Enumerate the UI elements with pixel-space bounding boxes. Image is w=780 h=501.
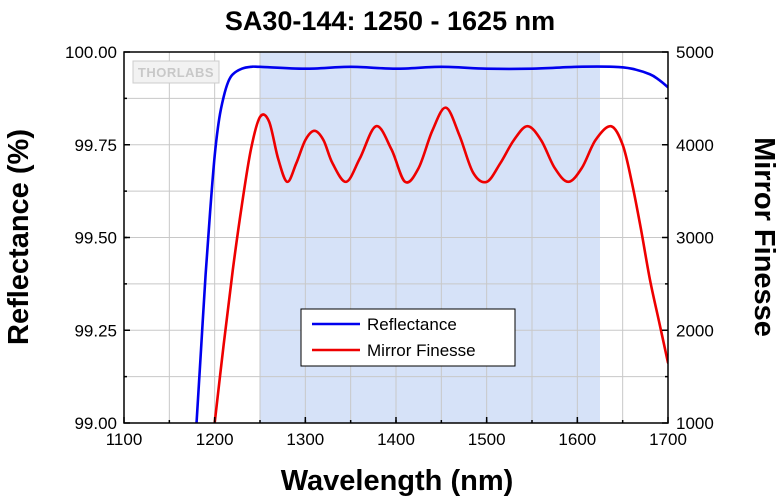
series-line-reflectance: [195, 65, 668, 423]
legend-box: [300, 308, 516, 367]
x-tick-label: 1300: [286, 430, 324, 449]
y-tick-label: 99.50: [74, 229, 117, 248]
y-tick-label: 100.00: [65, 43, 117, 62]
x-tick-label: 1700: [649, 430, 687, 449]
y2-tick-label: 1000: [676, 414, 714, 433]
x-tick-label: 1100: [106, 430, 143, 449]
y2-tick-label: 5000: [676, 43, 714, 62]
x-tick-label: 1600: [558, 430, 596, 449]
legend-label: Reflectance: [367, 315, 457, 334]
logo-text: THORLABS: [138, 65, 214, 80]
series-group: [195, 65, 668, 423]
logo-background: [132, 60, 220, 84]
x-tick-label: 1200: [196, 430, 234, 449]
x-tick-label: 1500: [468, 430, 506, 449]
legend: Reflectance Mirror Finesse: [300, 308, 516, 367]
y-tick-label: 99.00: [74, 414, 117, 433]
logo: THORLABS: [132, 60, 220, 84]
x-tick-label: 1400: [377, 430, 415, 449]
y-tick-label: 99.25: [74, 321, 117, 340]
tick-labels: 1100 1200 1300 1400 1500 1600 1700 99.00 99.25 99…: [65, 43, 714, 449]
y2-tick-label: 4000: [676, 136, 714, 155]
legend-label: Mirror Finesse: [367, 341, 476, 360]
y2-tick-label: 2000: [676, 321, 714, 340]
chart-title: SA30-144: 1250 - 1625 nm: [225, 6, 555, 36]
plot-frame: [123, 51, 669, 424]
series-line-mirror-finesse: [213, 106, 668, 423]
y-tick-label: 99.75: [74, 136, 117, 155]
y-axis-label: Reflectance (%): [3, 129, 35, 345]
y2-axis-label: Mirror Finesse: [748, 137, 780, 337]
y2-tick-label: 3000: [676, 229, 714, 248]
x-axis-label: Wavelength (nm): [281, 465, 514, 497]
